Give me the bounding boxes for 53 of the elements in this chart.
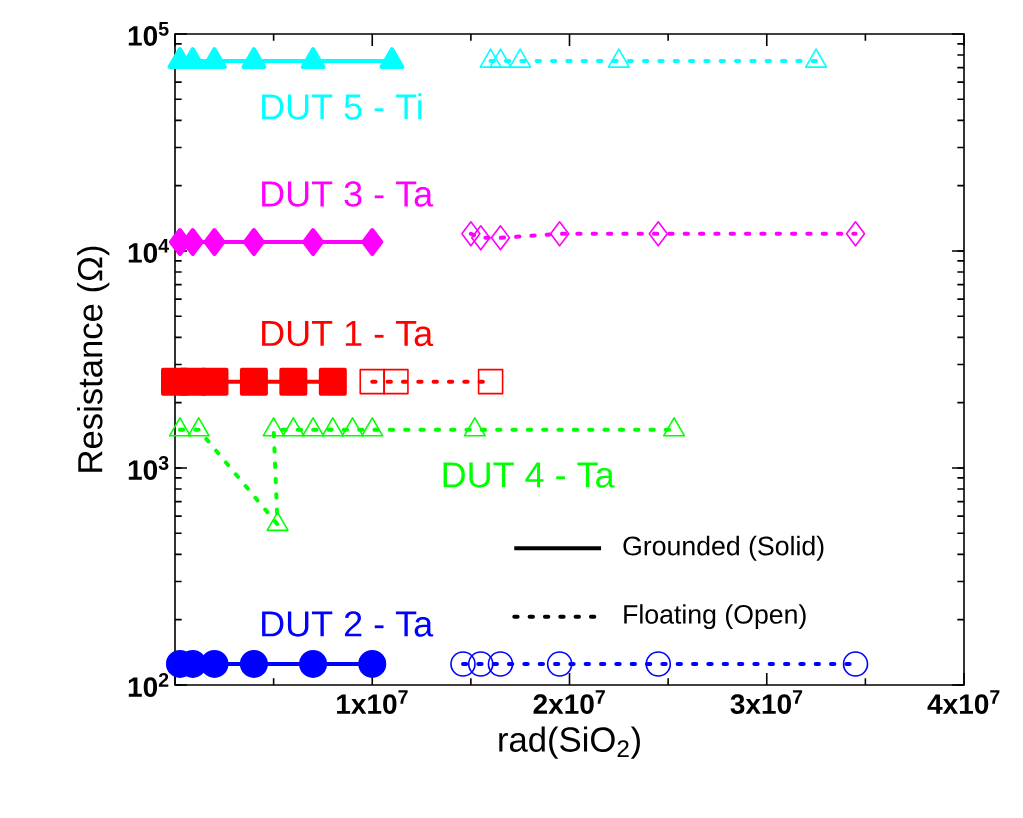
point — [200, 649, 229, 678]
y-tick-label: 10$^{5}$ — [128, 22, 169, 46]
x-axis-title: rad(SiO$_{2}$) — [499, 726, 640, 759]
point — [467, 651, 494, 677]
point — [202, 47, 227, 70]
point — [470, 225, 491, 251]
point — [804, 48, 828, 68]
point — [546, 651, 573, 677]
point — [490, 225, 511, 251]
series-label: DUT 3 - Ta — [262, 181, 434, 207]
series-label: DUT 5 - Ti — [262, 93, 422, 120]
point — [489, 48, 512, 68]
point — [845, 221, 866, 247]
point — [383, 368, 409, 395]
point — [299, 649, 328, 678]
y-tick-label: 10$^{3}$ — [128, 456, 169, 480]
point — [358, 649, 387, 678]
point — [242, 228, 265, 257]
point — [549, 221, 570, 247]
annotation: Floating (Open) — [624, 604, 806, 630]
point — [200, 367, 229, 396]
annotation: Grounded (Solid) — [623, 535, 824, 561]
point — [318, 367, 347, 396]
point — [645, 651, 672, 677]
point — [379, 47, 405, 70]
point — [479, 48, 502, 68]
point — [648, 221, 669, 247]
point — [359, 368, 386, 395]
point — [300, 47, 326, 70]
point — [361, 228, 384, 257]
x-tick-label: 3x10$^{7}$ — [730, 690, 803, 715]
point — [450, 651, 476, 677]
point — [302, 228, 325, 257]
point — [279, 367, 308, 396]
y-tick-label: 10$^{2}$ — [128, 673, 169, 697]
point — [241, 47, 267, 70]
point — [239, 649, 268, 678]
series-label: DUT 4 - Ta — [443, 462, 615, 488]
series-label: DUT 1 - Ta — [262, 321, 434, 347]
x-tick-label: 2x10$^{7}$ — [533, 690, 605, 715]
point — [487, 651, 514, 677]
y-tick-label: 10$^{4}$ — [128, 239, 169, 263]
point — [461, 221, 481, 247]
point — [509, 48, 532, 68]
x-tick-label: 4x10$^{7}$ — [927, 690, 1000, 715]
point — [842, 651, 869, 677]
point — [239, 367, 268, 396]
y-axis-title: Resistance (Ω) — [77, 246, 110, 472]
series-label: DUT 2 - Ta — [262, 611, 434, 637]
point — [607, 48, 631, 68]
point — [203, 228, 226, 257]
x-tick-label: 1x10$^{7}$ — [337, 690, 408, 715]
point — [477, 368, 504, 395]
